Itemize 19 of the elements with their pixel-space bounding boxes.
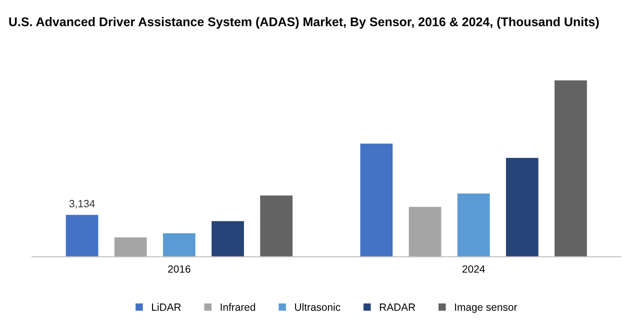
legend-label: Ultrasonic xyxy=(295,303,340,311)
bar xyxy=(260,195,293,257)
bar xyxy=(408,206,442,257)
bar xyxy=(212,221,244,257)
legend-label: Image sensor xyxy=(455,304,518,313)
bar xyxy=(554,80,587,257)
x-tick-label: 2016 xyxy=(168,265,190,273)
legend-label: LiDAR xyxy=(152,303,181,311)
chart-title: U.S. Advanced Driver Assistance System (ADAS) Market, By Sensor, 2016 & 2024, (Thousand Units) xyxy=(9,17,599,29)
legend-label: Infrared xyxy=(220,303,256,311)
bar xyxy=(457,193,490,257)
bar xyxy=(114,237,147,257)
x-tick-label: 2024 xyxy=(462,265,485,273)
bar xyxy=(360,144,393,257)
legend-label: RADAR xyxy=(380,304,416,311)
bar xyxy=(66,214,98,257)
data-label: 3,134 xyxy=(69,200,95,209)
bar xyxy=(506,158,538,257)
bar xyxy=(163,233,196,257)
